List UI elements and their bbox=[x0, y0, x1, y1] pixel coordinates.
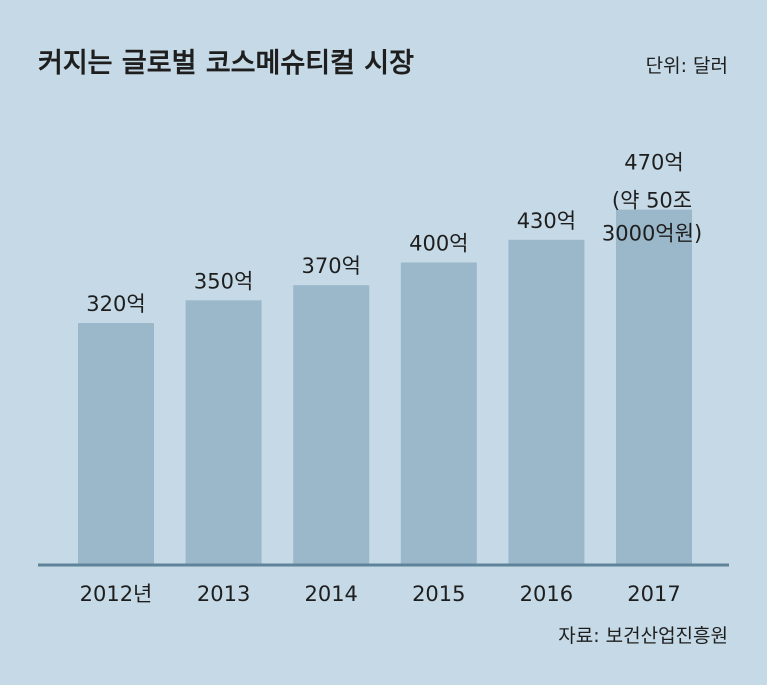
annotation-group: (약 50조 3000억원) bbox=[602, 189, 702, 246]
bar-2017 bbox=[616, 209, 692, 565]
x-tick-label-2014: 2014 bbox=[304, 582, 357, 606]
bar-2012년 bbox=[78, 323, 154, 565]
x-tick-label-2012년: 2012년 bbox=[80, 582, 153, 606]
x-axis-labels-group: 2012년 2013 2014 2015 2016 2017 bbox=[80, 582, 681, 606]
x-tick-label-2016: 2016 bbox=[520, 582, 573, 606]
annotation-line-2: 3000억원) bbox=[602, 222, 702, 246]
x-tick-label-2017: 2017 bbox=[627, 582, 680, 606]
value-labels-group: 320억 350억 370억 400억 430억 470억 bbox=[86, 151, 683, 316]
x-tick-label-2013: 2013 bbox=[197, 582, 250, 606]
bar-2016 bbox=[508, 239, 585, 566]
value-label-2015: 400억 bbox=[409, 232, 468, 256]
bar-2014 bbox=[293, 285, 370, 565]
value-label-2014: 370억 bbox=[301, 254, 360, 278]
x-tick-label-2015: 2015 bbox=[412, 582, 465, 606]
annotation-line-1: (약 50조 bbox=[612, 189, 692, 213]
unit-label: 단위: 달러 bbox=[646, 55, 728, 77]
source-label: 자료: 보건산업진흥원 bbox=[558, 625, 728, 647]
bar-2015 bbox=[400, 262, 477, 565]
chart-title: 커지는 글로벌 코스메슈티컬 시장 bbox=[38, 48, 414, 79]
value-label-2013: 350억 bbox=[194, 269, 253, 293]
value-label-2017: 470억 bbox=[624, 151, 683, 175]
bar-2013 bbox=[185, 300, 262, 565]
bars-group bbox=[78, 209, 692, 566]
value-label-2016: 430억 bbox=[517, 209, 576, 233]
value-label-2012년: 320억 bbox=[86, 292, 145, 316]
